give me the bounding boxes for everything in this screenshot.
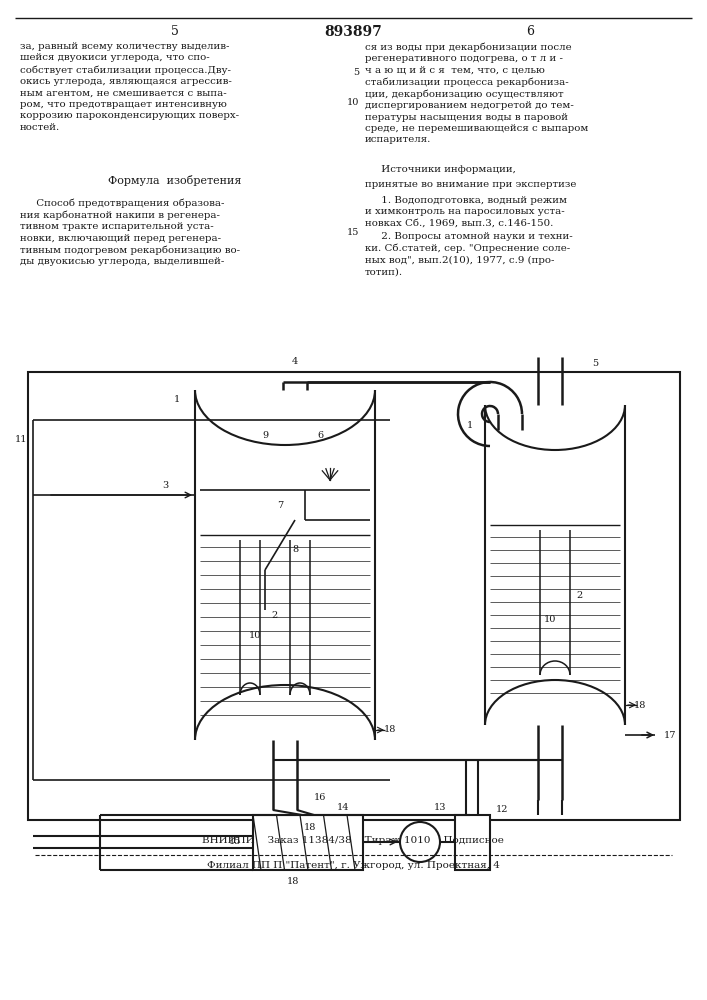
Text: 893897: 893897 [324, 25, 382, 39]
Text: 10: 10 [249, 631, 261, 640]
Text: 17: 17 [664, 730, 677, 740]
Text: 8: 8 [292, 546, 298, 554]
Text: 5: 5 [592, 360, 598, 368]
Bar [253, 815, 363, 870]
Text: 15: 15 [346, 228, 359, 237]
Text: 6: 6 [317, 430, 323, 440]
Bar [28, 372, 680, 820]
Text: 15: 15 [229, 838, 241, 846]
Text: 10: 10 [346, 98, 359, 107]
Text: 5: 5 [171, 25, 179, 38]
Text: 16: 16 [314, 794, 326, 802]
Text: ВНИИПИ    Заказ 11384/38    Тираж 1010    Подписное: ВНИИПИ Заказ 11384/38 Тираж 1010 Подписн… [202, 836, 504, 845]
Ellipse shape [400, 822, 440, 862]
Text: 3: 3 [162, 481, 168, 489]
Text: 9: 9 [262, 430, 268, 440]
Text: 11: 11 [15, 436, 28, 444]
Text: 12: 12 [496, 806, 508, 814]
Text: 2: 2 [577, 590, 583, 599]
Text: 18: 18 [304, 824, 316, 832]
Text: Способ предотвращения образова-
ния карбонатной накипи в регенера-
тивном тракте: Способ предотвращения образова- ния карб… [20, 198, 240, 266]
Text: 6: 6 [526, 25, 534, 38]
Text: Филиал ПП П "Патент", г. Ужгород, ул. Проектная, 4: Филиал ПП П "Патент", г. Ужгород, ул. Пр… [206, 861, 499, 870]
Text: 7: 7 [277, 500, 283, 510]
Text: 1: 1 [467, 420, 473, 430]
Text: ся из воды при декарбонизации после
регенеративного подогрева, о т л и -
ч а ю щ: ся из воды при декарбонизации после реге… [365, 42, 588, 144]
Text: 10: 10 [544, 615, 556, 624]
Text: 18: 18 [287, 878, 299, 886]
Text: 2: 2 [272, 610, 278, 619]
Text: 18: 18 [633, 700, 646, 710]
Text: 4: 4 [292, 358, 298, 366]
Text: 13: 13 [434, 802, 446, 812]
Text: Источники информации,: Источники информации, [365, 165, 516, 174]
Text: 14: 14 [337, 802, 349, 812]
Text: 1. Водоподготовка, водный режим
и химконтроль на паросиловых уста-
новках Сб., 1: 1. Водоподготовка, водный режим и химкон… [365, 196, 567, 228]
Text: за, равный всему количеству выделив-
шейся двуокиси углерода, что спо-
собствует: за, равный всему количеству выделив- шей… [20, 42, 239, 132]
Text: 2. Вопросы атомной науки и техни-
ки. Сб.статей, сер. "Опреснение соле-
ных вод": 2. Вопросы атомной науки и техни- ки. Сб… [365, 232, 573, 276]
Text: принятые во внимание при экспертизе: принятые во внимание при экспертизе [365, 180, 576, 189]
Text: 1: 1 [174, 395, 180, 404]
Bar [455, 815, 490, 870]
Text: 18: 18 [384, 726, 396, 734]
Text: Формула  изобретения: Формула изобретения [108, 175, 242, 186]
Text: 5: 5 [353, 68, 359, 77]
